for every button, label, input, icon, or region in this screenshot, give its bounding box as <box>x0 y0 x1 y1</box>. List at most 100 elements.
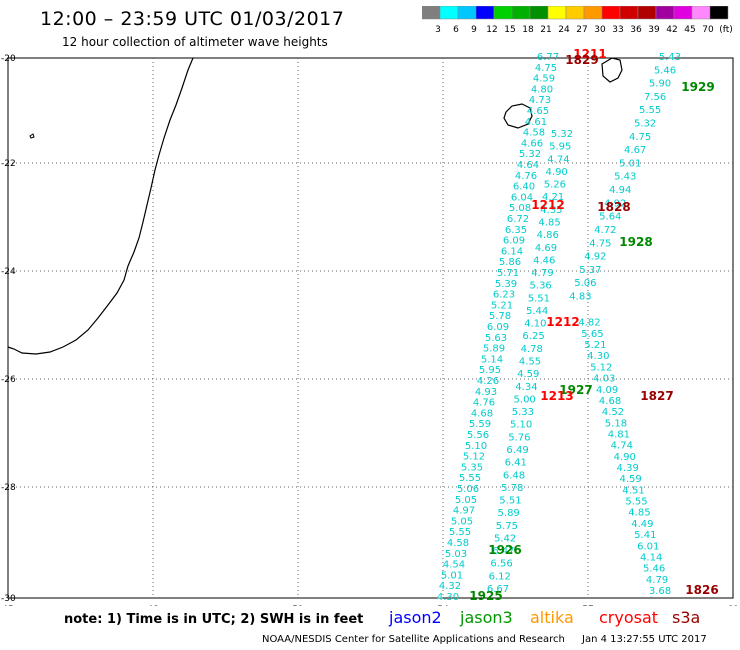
wave-height-value: 4.14 <box>640 552 662 563</box>
colorbar-label: 6 <box>453 25 459 35</box>
map-plot: 454851545760-20-22-24-26-28-306.774.754.… <box>1 47 739 606</box>
wave-height-value: 6.12 <box>489 571 511 582</box>
footer-credit: NOAA/NESDIS Center for Satellite Applica… <box>262 634 565 645</box>
wave-height-value: 4.93 <box>475 387 497 398</box>
wave-height-value: 4.59 <box>619 474 641 485</box>
coastline-mauritius <box>601 57 623 83</box>
wave-height-value: 5.95 <box>479 365 501 376</box>
wave-height-value: 5.46 <box>654 65 676 76</box>
pass-time-label: 1212 <box>531 198 564 212</box>
lat-tick-label: -28 <box>1 483 16 493</box>
wave-height-value: 4.66 <box>521 138 543 149</box>
wave-height-value: 4.39 <box>617 463 639 474</box>
wave-height-value: 5.51 <box>499 496 521 507</box>
pass-time-label: 1212 <box>546 315 579 329</box>
wave-height-value: 4.30 <box>587 351 609 362</box>
colorbar-label: (ft) <box>719 25 732 35</box>
wave-height-value: 5.56 <box>467 430 489 441</box>
wave-height-value: 5.41 <box>634 530 656 541</box>
wave-height-value: 5.43 <box>659 52 681 63</box>
colorbar-label: 15 <box>504 25 515 35</box>
wave-height-value: 4.35 <box>540 205 562 216</box>
legend-jason2: jason2 <box>389 608 442 627</box>
footer-timestamp: Jan 4 13:27:55 UTC 2017 <box>582 634 707 645</box>
map-frame <box>7 57 734 599</box>
wave-height-value: 4.64 <box>517 160 539 171</box>
wave-height-value: 6.40 <box>513 182 535 193</box>
colorbar-label: 42 <box>666 25 677 35</box>
wave-height-value: 4.58 <box>447 538 469 549</box>
wave-height-value: 5.21 <box>584 340 606 351</box>
wave-height-value: 5.71 <box>497 268 519 279</box>
wave-height-value: 4.78 <box>521 344 543 355</box>
wave-height-value: 4.46 <box>533 255 555 266</box>
wave-height-value: 4.59 <box>533 74 555 85</box>
wave-height-value: 5.06 <box>574 278 596 289</box>
wave-height-value: 5.76 <box>508 432 530 443</box>
wave-height-value: 5.95 <box>549 142 571 153</box>
wave-height-value: 7.56 <box>644 92 666 103</box>
colorbar-label: 18 <box>522 25 534 35</box>
wave-height-value: 4.61 <box>525 117 547 128</box>
wave-height-value: 4.55 <box>519 357 541 368</box>
wave-height-value: 4.68 <box>471 408 493 419</box>
wave-height-value: 4.90 <box>614 452 636 463</box>
wave-height-value: 5.37 <box>579 265 601 276</box>
colorbar-label: 24 <box>558 25 570 35</box>
colorbar-swatch <box>709 6 729 20</box>
wave-height-value: 4.49 <box>631 519 653 530</box>
wave-height-value: 4.68 <box>599 396 621 407</box>
wave-height-value: 4.30 <box>437 592 459 603</box>
pass-time-label: 1829 <box>565 53 598 67</box>
wave-height-value: 4.74 <box>547 154 569 165</box>
wave-height-value: 4.34 <box>515 382 537 393</box>
pass-time-label: 1828 <box>597 200 630 214</box>
wave-height-value: 6.56 <box>490 559 512 570</box>
colorbar-label: 12 <box>486 25 497 35</box>
wave-height-value: 5.03 <box>445 549 467 560</box>
wave-height-value: 5.32 <box>551 129 573 140</box>
pass-time-label: 1826 <box>685 583 718 597</box>
colorbar-label: 45 <box>684 25 695 35</box>
legend-s3a: s3a <box>672 608 701 627</box>
wave-height-value: 4.83 <box>569 291 591 302</box>
wave-height-value: 6.09 <box>487 322 509 333</box>
wave-height-value: 4.09 <box>596 385 618 396</box>
colorbar-label: 36 <box>630 25 642 35</box>
wave-height-value: 4.97 <box>453 506 475 517</box>
lat-tick-label: -22 <box>1 159 16 169</box>
wave-height-value: 5.01 <box>441 570 463 581</box>
wave-height-value: 5.05 <box>455 495 477 506</box>
wave-height-value: 4.81 <box>608 429 630 440</box>
wave-height-value: 4.85 <box>628 508 650 519</box>
lat-tick-label: -26 <box>1 375 16 385</box>
wave-height-value: 5.75 <box>496 521 518 532</box>
wave-height-value: 5.55 <box>639 105 661 116</box>
wave-height-value: 5.05 <box>451 516 473 527</box>
legend-cryosat: cryosat <box>599 608 659 627</box>
lon-tick-label: 60 <box>727 605 739 606</box>
wave-height-value: 6.01 <box>637 541 659 552</box>
wave-height-value: 4.72 <box>594 225 616 236</box>
wave-height-value: 4.52 <box>602 407 624 418</box>
wave-height-value: 4.90 <box>546 167 568 178</box>
wave-height-value: 5.90 <box>649 79 671 90</box>
wave-height-value: 6.09 <box>503 236 525 247</box>
wave-height-value: 5.32 <box>634 119 656 130</box>
wave-height-value: 4.94 <box>609 185 631 196</box>
footer-note: note: 1) Time is in UTC; 2) SWH is in fe… <box>64 612 364 627</box>
wave-height-value: 6.77 <box>537 52 559 63</box>
wave-height-value: 4.76 <box>473 398 495 409</box>
wave-height-value: 4.92 <box>604 198 626 209</box>
wave-height-value: 4.74 <box>611 441 633 452</box>
wave-height-value: 5.78 <box>501 483 523 494</box>
wave-height-value: 4.75 <box>535 63 557 74</box>
colorbar-label: 39 <box>648 25 660 35</box>
pass-time-label: 1213 <box>540 389 573 403</box>
lat-tick-label: -30 <box>1 594 16 604</box>
map-title: 12:00 – 23:59 UTC 01/03/2017 <box>40 8 345 30</box>
wave-height-value: 5.64 <box>599 212 621 223</box>
wave-height-value: 5.21 <box>491 300 513 311</box>
wave-height-value: 4.67 <box>624 145 646 156</box>
wave-height-value: 4.79 <box>531 268 553 279</box>
